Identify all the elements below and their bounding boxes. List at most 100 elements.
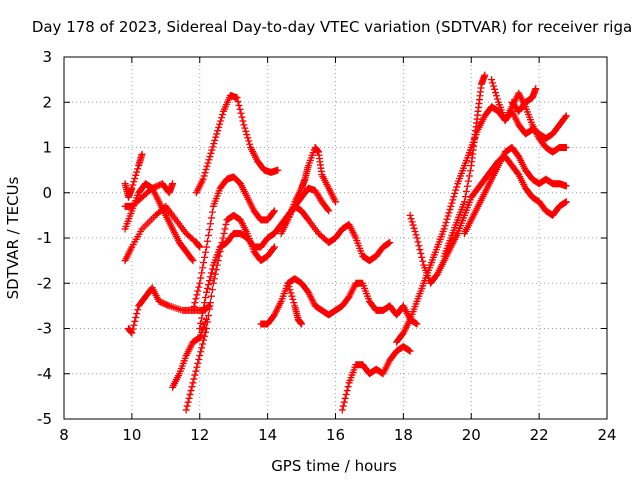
data-point — [210, 140, 218, 148]
data-point — [198, 314, 206, 322]
data-point — [206, 220, 214, 228]
data-point — [202, 328, 210, 336]
x-tick-label: 18 — [394, 426, 413, 444]
data-point — [189, 379, 197, 387]
data-point — [245, 137, 253, 145]
data-point — [218, 114, 226, 122]
data-point — [194, 287, 202, 295]
data-point — [269, 208, 277, 216]
data-point — [344, 383, 352, 391]
data-point — [238, 113, 246, 121]
data-point — [339, 402, 347, 410]
data-point — [208, 265, 216, 273]
x-tick-label: 12 — [190, 426, 209, 444]
data-point — [205, 156, 213, 164]
data-point — [270, 207, 278, 215]
data-point — [491, 89, 499, 97]
data-point — [235, 101, 243, 109]
data-point — [188, 383, 196, 391]
data-point — [274, 166, 282, 174]
data-point — [440, 225, 448, 233]
data-point — [243, 131, 251, 139]
data-point — [198, 344, 206, 352]
x-tick-label: 20 — [462, 426, 481, 444]
data-point — [288, 292, 296, 300]
data-point — [184, 398, 192, 406]
data-points — [121, 71, 570, 414]
data-point — [196, 325, 204, 332]
series-trace-16 — [393, 103, 570, 346]
data-point — [445, 209, 453, 217]
data-point — [134, 165, 142, 173]
data-point — [191, 299, 199, 307]
data-point — [242, 127, 250, 135]
data-point — [206, 273, 214, 281]
data-point — [441, 222, 449, 230]
data-point — [338, 406, 346, 414]
series-trace-10 — [196, 184, 333, 332]
data-point — [212, 133, 220, 141]
data-point — [219, 234, 227, 242]
data-point — [408, 218, 416, 226]
data-point — [197, 348, 205, 356]
data-point — [416, 246, 424, 254]
data-point — [234, 98, 242, 106]
data-point — [237, 109, 245, 117]
data-point — [207, 269, 215, 277]
data-point — [196, 243, 204, 251]
data-point — [133, 310, 141, 318]
data-point — [129, 181, 137, 189]
data-point — [386, 239, 394, 247]
series-trace-18 — [440, 71, 489, 260]
data-point — [195, 356, 203, 364]
data-point — [207, 149, 215, 157]
data-point — [448, 199, 456, 207]
data-point — [182, 406, 190, 414]
data-point — [133, 168, 141, 176]
data-point — [489, 79, 497, 87]
series-trace-12 — [284, 279, 306, 328]
data-point — [460, 198, 468, 206]
x-axis-label: GPS time / hours — [271, 457, 397, 475]
data-point — [134, 306, 142, 314]
data-point — [186, 390, 194, 398]
series-trace-21 — [508, 85, 540, 115]
y-tick-label: 0 — [42, 184, 52, 202]
data-point — [418, 253, 426, 261]
data-point — [185, 394, 193, 402]
data-point — [208, 286, 216, 294]
data-point — [269, 244, 277, 252]
data-point — [129, 325, 137, 333]
data-point — [285, 282, 293, 290]
data-point — [128, 329, 136, 337]
data-point — [412, 231, 420, 239]
data-point — [209, 279, 217, 287]
data-point — [490, 82, 498, 90]
data-point — [189, 257, 197, 265]
y-tick-label: -5 — [37, 410, 52, 428]
y-tick-label: 1 — [42, 139, 52, 157]
data-point — [562, 182, 570, 190]
data-point — [200, 172, 208, 180]
data-point — [466, 167, 474, 175]
data-point — [413, 320, 421, 328]
data-point — [561, 113, 569, 121]
data-point — [199, 175, 207, 183]
data-point — [298, 320, 306, 328]
data-point — [289, 295, 297, 303]
data-point — [199, 309, 207, 317]
data-point — [207, 214, 215, 222]
data-point — [446, 206, 454, 214]
data-point — [199, 264, 207, 272]
data-point — [340, 398, 348, 406]
data-point — [464, 177, 472, 185]
data-point — [204, 312, 212, 320]
data-point — [132, 314, 140, 322]
data-point — [419, 257, 427, 265]
data-point — [413, 234, 421, 242]
data-point — [481, 71, 489, 79]
data-point — [406, 347, 414, 355]
data-point — [197, 274, 205, 282]
data-point — [415, 242, 423, 250]
series-trace-8 — [192, 91, 282, 197]
